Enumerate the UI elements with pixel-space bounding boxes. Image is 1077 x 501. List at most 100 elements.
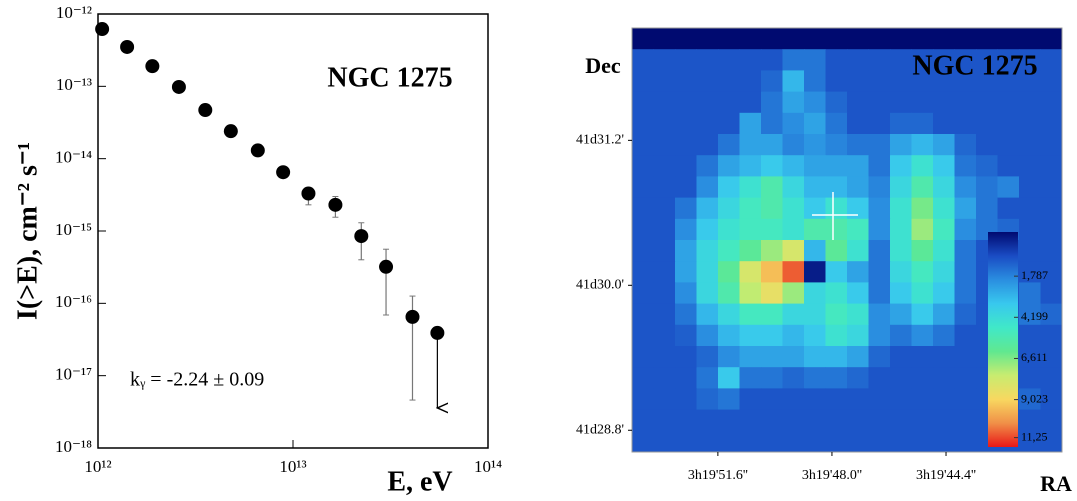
heatmap-cell: [718, 70, 740, 92]
heatmap-cell: [912, 367, 934, 389]
x-tick-label: 10¹⁴: [474, 457, 502, 476]
heatmap-cell: [890, 70, 912, 92]
y-tick-label: 41d31.2': [576, 133, 624, 148]
heatmap-cell: [632, 219, 654, 241]
data-point: [120, 40, 134, 54]
data-point: [95, 22, 109, 36]
heatmap-cell: [675, 240, 697, 262]
data-point: [198, 103, 212, 117]
heatmap-cell: [912, 410, 934, 432]
heatmap-cell: [976, 198, 998, 220]
heatmap-cell: [740, 367, 762, 389]
heatmap-cell: [718, 176, 740, 198]
heatmap-cell: [955, 367, 977, 389]
heatmap-cell: [933, 155, 955, 177]
heatmap-cell: [847, 410, 869, 432]
heatmap-cell: [826, 155, 848, 177]
heatmap-cell: [933, 261, 955, 283]
heatmap-cell: [912, 282, 934, 304]
heatmap-cell: [697, 70, 719, 92]
data-point: [251, 143, 265, 157]
heatmap-cell: [912, 176, 934, 198]
heatmap-cell: [632, 261, 654, 283]
heatmap-cell: [955, 240, 977, 262]
heatmap-cell: [654, 304, 676, 326]
heatmap-cell: [761, 155, 783, 177]
data-point: [354, 229, 368, 243]
heatmap-cell: [826, 70, 848, 92]
heatmap-cell: [675, 113, 697, 135]
heatmap-cell: [718, 28, 740, 50]
heatmap-cell: [869, 92, 891, 114]
heatmap-cell: [826, 388, 848, 410]
heatmap-cell: [847, 28, 869, 50]
heatmap-cell: [632, 113, 654, 135]
heatmap-cell: [697, 282, 719, 304]
heatmap-cell: [632, 367, 654, 389]
heatmap-cell: [955, 198, 977, 220]
heatmap-cell: [804, 325, 826, 347]
heatmap-cell: [804, 155, 826, 177]
heatmap-cell: [718, 134, 740, 156]
heatmap-cell: [654, 70, 676, 92]
heatmap-cell: [761, 431, 783, 453]
heatmap-cell: [654, 198, 676, 220]
heatmap-cell: [675, 92, 697, 114]
heatmap-cell: [783, 49, 805, 71]
heatmap-cell: [1041, 240, 1063, 262]
heatmap-cell: [933, 431, 955, 453]
heatmap-cell: [1019, 155, 1041, 177]
heatmap-cell: [1041, 176, 1063, 198]
heatmap-cell: [654, 49, 676, 71]
heatmap-cell: [933, 304, 955, 326]
heatmap-cell: [675, 346, 697, 368]
heatmap-cell: [955, 261, 977, 283]
heatmap-cell: [675, 134, 697, 156]
heatmap-cell: [869, 113, 891, 135]
heatmap-cell: [912, 240, 934, 262]
heatmap-cell: [632, 304, 654, 326]
heatmap-cell: [718, 410, 740, 432]
heatmap-cell: [847, 134, 869, 156]
heatmap-cell: [697, 176, 719, 198]
heatmap-cell: [976, 176, 998, 198]
heatmap-cell: [654, 261, 676, 283]
heatmap-cell: [740, 304, 762, 326]
heatmap-cell: [761, 304, 783, 326]
fit-label: kᵧ = -2.24 ± 0.09: [130, 369, 264, 391]
heatmap-cell: [869, 70, 891, 92]
heatmap-cell: [761, 410, 783, 432]
heatmap-cell: [632, 388, 654, 410]
heatmap-cell: [1041, 134, 1063, 156]
heatmap-cell: [675, 70, 697, 92]
heatmap-cell: [933, 367, 955, 389]
heatmap-cell: [869, 346, 891, 368]
heatmap-cell: [955, 155, 977, 177]
heatmap-cell: [955, 176, 977, 198]
heatmap-cell: [761, 388, 783, 410]
heatmap-cell: [826, 261, 848, 283]
heatmap-cell: [740, 346, 762, 368]
heatmap-cell: [1019, 134, 1041, 156]
x-tick-label: 10¹²: [84, 457, 111, 476]
heatmap-cell: [804, 367, 826, 389]
heatmap-cell: [632, 92, 654, 114]
heatmap-cell: [890, 198, 912, 220]
heatmap-cell: [869, 219, 891, 241]
heatmap-cell: [869, 28, 891, 50]
heatmap-cell: [804, 134, 826, 156]
heatmap-cell: [718, 431, 740, 453]
heatmap-cell: [933, 28, 955, 50]
heatmap-cell: [869, 49, 891, 71]
heatmap-cell: [697, 49, 719, 71]
heatmap-cell: [890, 113, 912, 135]
heatmap-cell: [718, 240, 740, 262]
heatmap-cell: [718, 367, 740, 389]
heatmap-cell: [826, 198, 848, 220]
heatmap-cell: [697, 240, 719, 262]
heatmap-cell: [804, 388, 826, 410]
heatmap-cell: [998, 176, 1020, 198]
heatmap-cell: [675, 261, 697, 283]
heatmap-cell: [740, 92, 762, 114]
colorbar-tick-label: 9,023: [1021, 391, 1048, 405]
